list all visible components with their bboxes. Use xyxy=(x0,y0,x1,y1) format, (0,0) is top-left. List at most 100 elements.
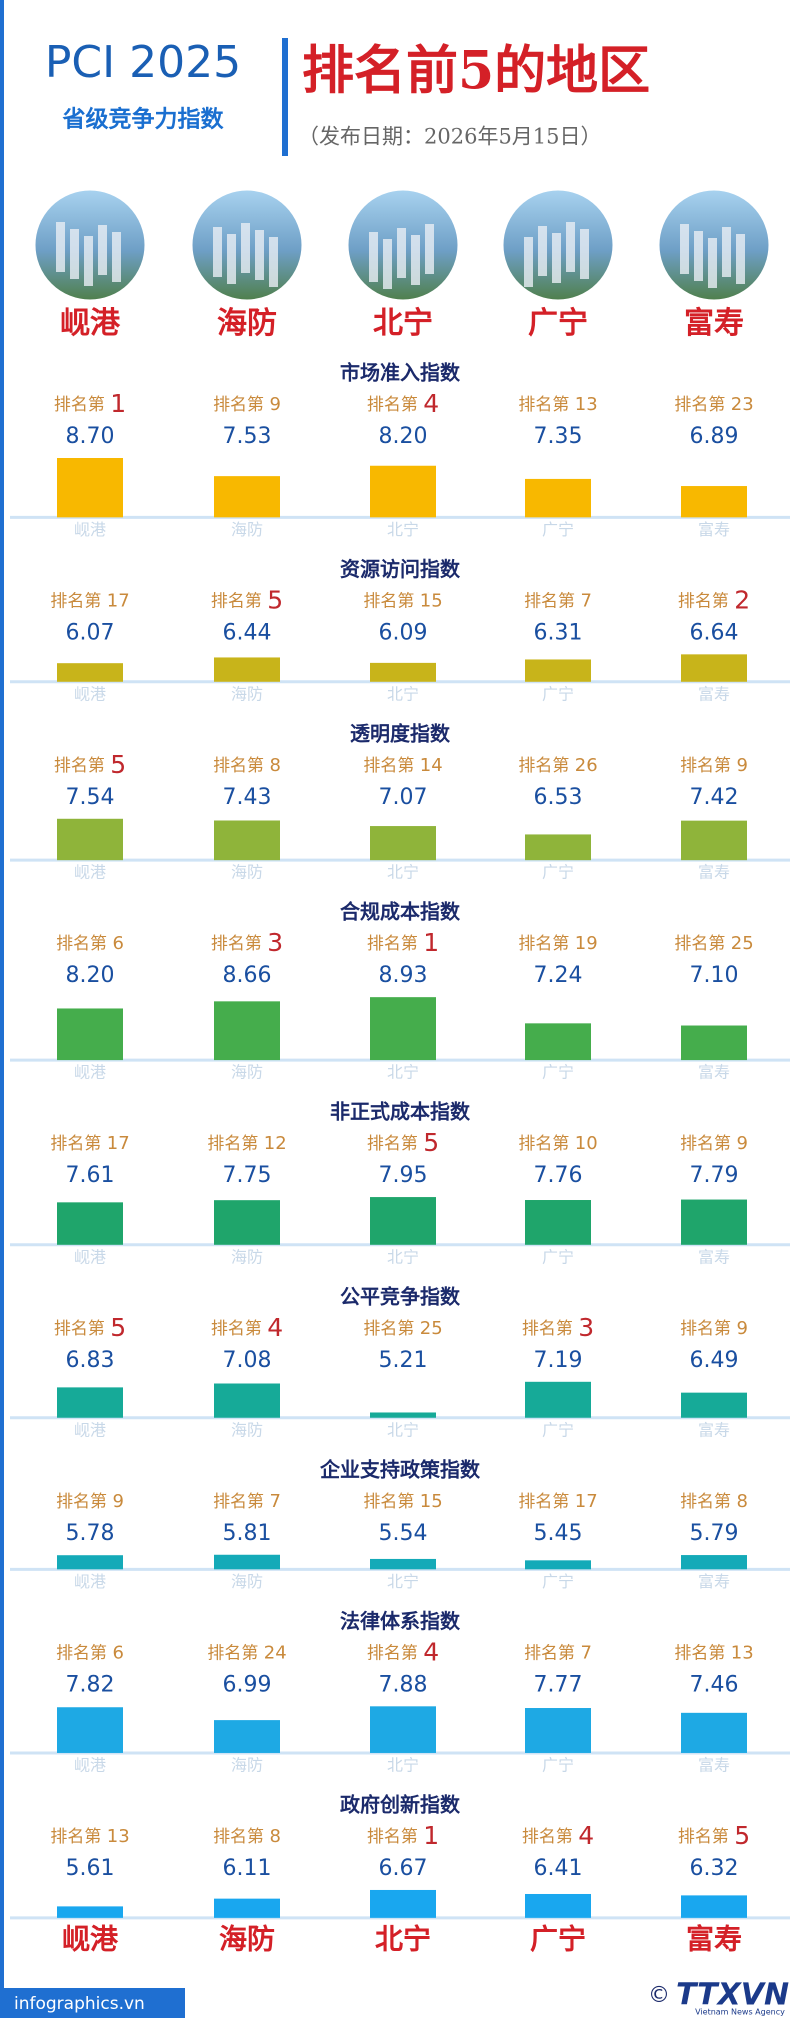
index-title: 非正式成本指数 xyxy=(330,1100,471,1124)
city-building xyxy=(383,239,392,289)
bar-city-label: 富寿 xyxy=(698,1247,730,1266)
bar xyxy=(214,1383,280,1418)
bar xyxy=(525,834,591,861)
city-building xyxy=(84,236,93,286)
rank-prefix: 排名第 xyxy=(207,1134,258,1154)
bar xyxy=(681,1712,747,1753)
rank-number: 5 xyxy=(110,750,126,779)
value-label: 7.19 xyxy=(534,1348,583,1373)
rank-label: 排名第 3 xyxy=(211,928,283,957)
value-label: 6.09 xyxy=(379,620,428,645)
rank-number: 12 xyxy=(264,1133,287,1154)
bar xyxy=(525,1708,591,1753)
rank-number: 3 xyxy=(267,928,283,957)
rank-number: 17 xyxy=(107,1133,130,1154)
bar-city-label: 富寿 xyxy=(698,1063,730,1082)
bar-city-label: 广宁 xyxy=(542,1063,574,1082)
value-label: 6.49 xyxy=(690,1348,739,1373)
rank-prefix: 排名第 xyxy=(674,1643,725,1663)
rank-number: 9 xyxy=(736,1318,747,1339)
rank-label: 排名第 5 xyxy=(54,750,126,779)
rank-label: 排名第 26 xyxy=(518,755,597,776)
city-name-bottom: 海防 xyxy=(219,1922,275,1955)
rank-label: 排名第 7 xyxy=(213,1491,281,1512)
bar-city-label: 富寿 xyxy=(698,1420,730,1439)
rank-number: 2 xyxy=(734,585,750,614)
rank-number: 5 xyxy=(423,1128,439,1157)
bar xyxy=(214,820,280,861)
bar-city-label: 北宁 xyxy=(387,1572,419,1591)
bar-city-label: 岘港 xyxy=(74,520,106,539)
index-title: 市场准入指数 xyxy=(340,361,461,385)
rank-label: 排名第 25 xyxy=(674,933,753,954)
city-building xyxy=(369,232,378,282)
rank-prefix: 排名第 xyxy=(518,395,569,415)
footer-site: infographics.vn xyxy=(14,1994,145,2014)
rank-label: 排名第 9 xyxy=(680,1318,748,1339)
bar-city-label: 北宁 xyxy=(387,863,419,882)
city-building xyxy=(227,234,236,284)
city-building xyxy=(112,232,121,282)
index-title: 合规成本指数 xyxy=(340,900,461,924)
rank-number: 9 xyxy=(269,394,280,415)
bar-city-label: 北宁 xyxy=(387,520,419,539)
rank-prefix: 排名第 xyxy=(50,1134,101,1154)
bar-city-label: 北宁 xyxy=(387,1063,419,1082)
rank-prefix: 排名第 xyxy=(680,1319,731,1339)
rank-prefix: 排名第 xyxy=(680,1492,731,1512)
city-building xyxy=(552,233,561,283)
bar xyxy=(681,654,747,682)
bar-city-label: 海防 xyxy=(231,1755,263,1774)
value-label: 7.42 xyxy=(690,785,739,810)
rank-label: 排名第 23 xyxy=(674,394,753,415)
bar-city-label: 岘港 xyxy=(74,1247,106,1266)
value-label: 5.21 xyxy=(379,1348,428,1373)
bar xyxy=(57,1707,123,1753)
rank-prefix: 排名第 xyxy=(680,1134,731,1154)
value-label: 7.43 xyxy=(223,785,272,810)
index-title: 透明度指数 xyxy=(350,721,451,745)
rank-prefix: 排名第 xyxy=(213,1827,264,1847)
bar-city-label: 海防 xyxy=(231,863,263,882)
bar-city-label: 岘港 xyxy=(74,863,106,882)
city-name-bottom: 岘港 xyxy=(62,1922,119,1955)
rank-prefix: 排名第 xyxy=(367,934,418,954)
value-label: 5.45 xyxy=(534,1521,583,1546)
bar-city-label: 海防 xyxy=(231,1063,263,1082)
value-label: 7.46 xyxy=(690,1672,739,1697)
bar-city-label: 广宁 xyxy=(542,1572,574,1591)
rank-number: 5 xyxy=(267,585,283,614)
value-label: 6.07 xyxy=(66,620,115,645)
value-label: 6.11 xyxy=(223,1856,272,1881)
rank-prefix: 排名第 xyxy=(518,1492,569,1512)
rank-label: 排名第 6 xyxy=(56,1642,124,1663)
rank-prefix: 排名第 xyxy=(518,756,569,776)
rank-label: 排名第 15 xyxy=(363,1491,442,1512)
rank-label: 排名第 5 xyxy=(211,585,283,614)
rank-label: 排名第 17 xyxy=(50,590,129,611)
bar-city-label: 海防 xyxy=(231,684,263,703)
city-building xyxy=(694,231,703,281)
rank-number: 8 xyxy=(269,1826,280,1847)
bar-city-label: 海防 xyxy=(231,1420,263,1439)
rank-label: 排名第 5 xyxy=(678,1821,750,1850)
bar-city-label: 海防 xyxy=(231,520,263,539)
bar-city-label: 岘港 xyxy=(74,684,106,703)
rank-number: 4 xyxy=(267,1313,283,1342)
city-building xyxy=(736,234,745,284)
bar xyxy=(214,1898,280,1918)
bar-city-label: 富寿 xyxy=(698,1572,730,1591)
rank-prefix: 排名第 xyxy=(213,395,264,415)
rank-label: 排名第 8 xyxy=(213,755,281,776)
rank-prefix: 排名第 xyxy=(207,1643,258,1663)
bar xyxy=(525,659,591,682)
header-date: （发布日期：2026年5月15日） xyxy=(298,125,602,149)
value-label: 6.41 xyxy=(534,1856,583,1881)
bar xyxy=(214,476,280,518)
city-name-bottom: 广宁 xyxy=(530,1922,586,1955)
rank-number: 9 xyxy=(112,1491,123,1512)
rank-prefix: 排名第 xyxy=(56,1492,107,1512)
rank-label: 排名第 8 xyxy=(680,1491,748,1512)
